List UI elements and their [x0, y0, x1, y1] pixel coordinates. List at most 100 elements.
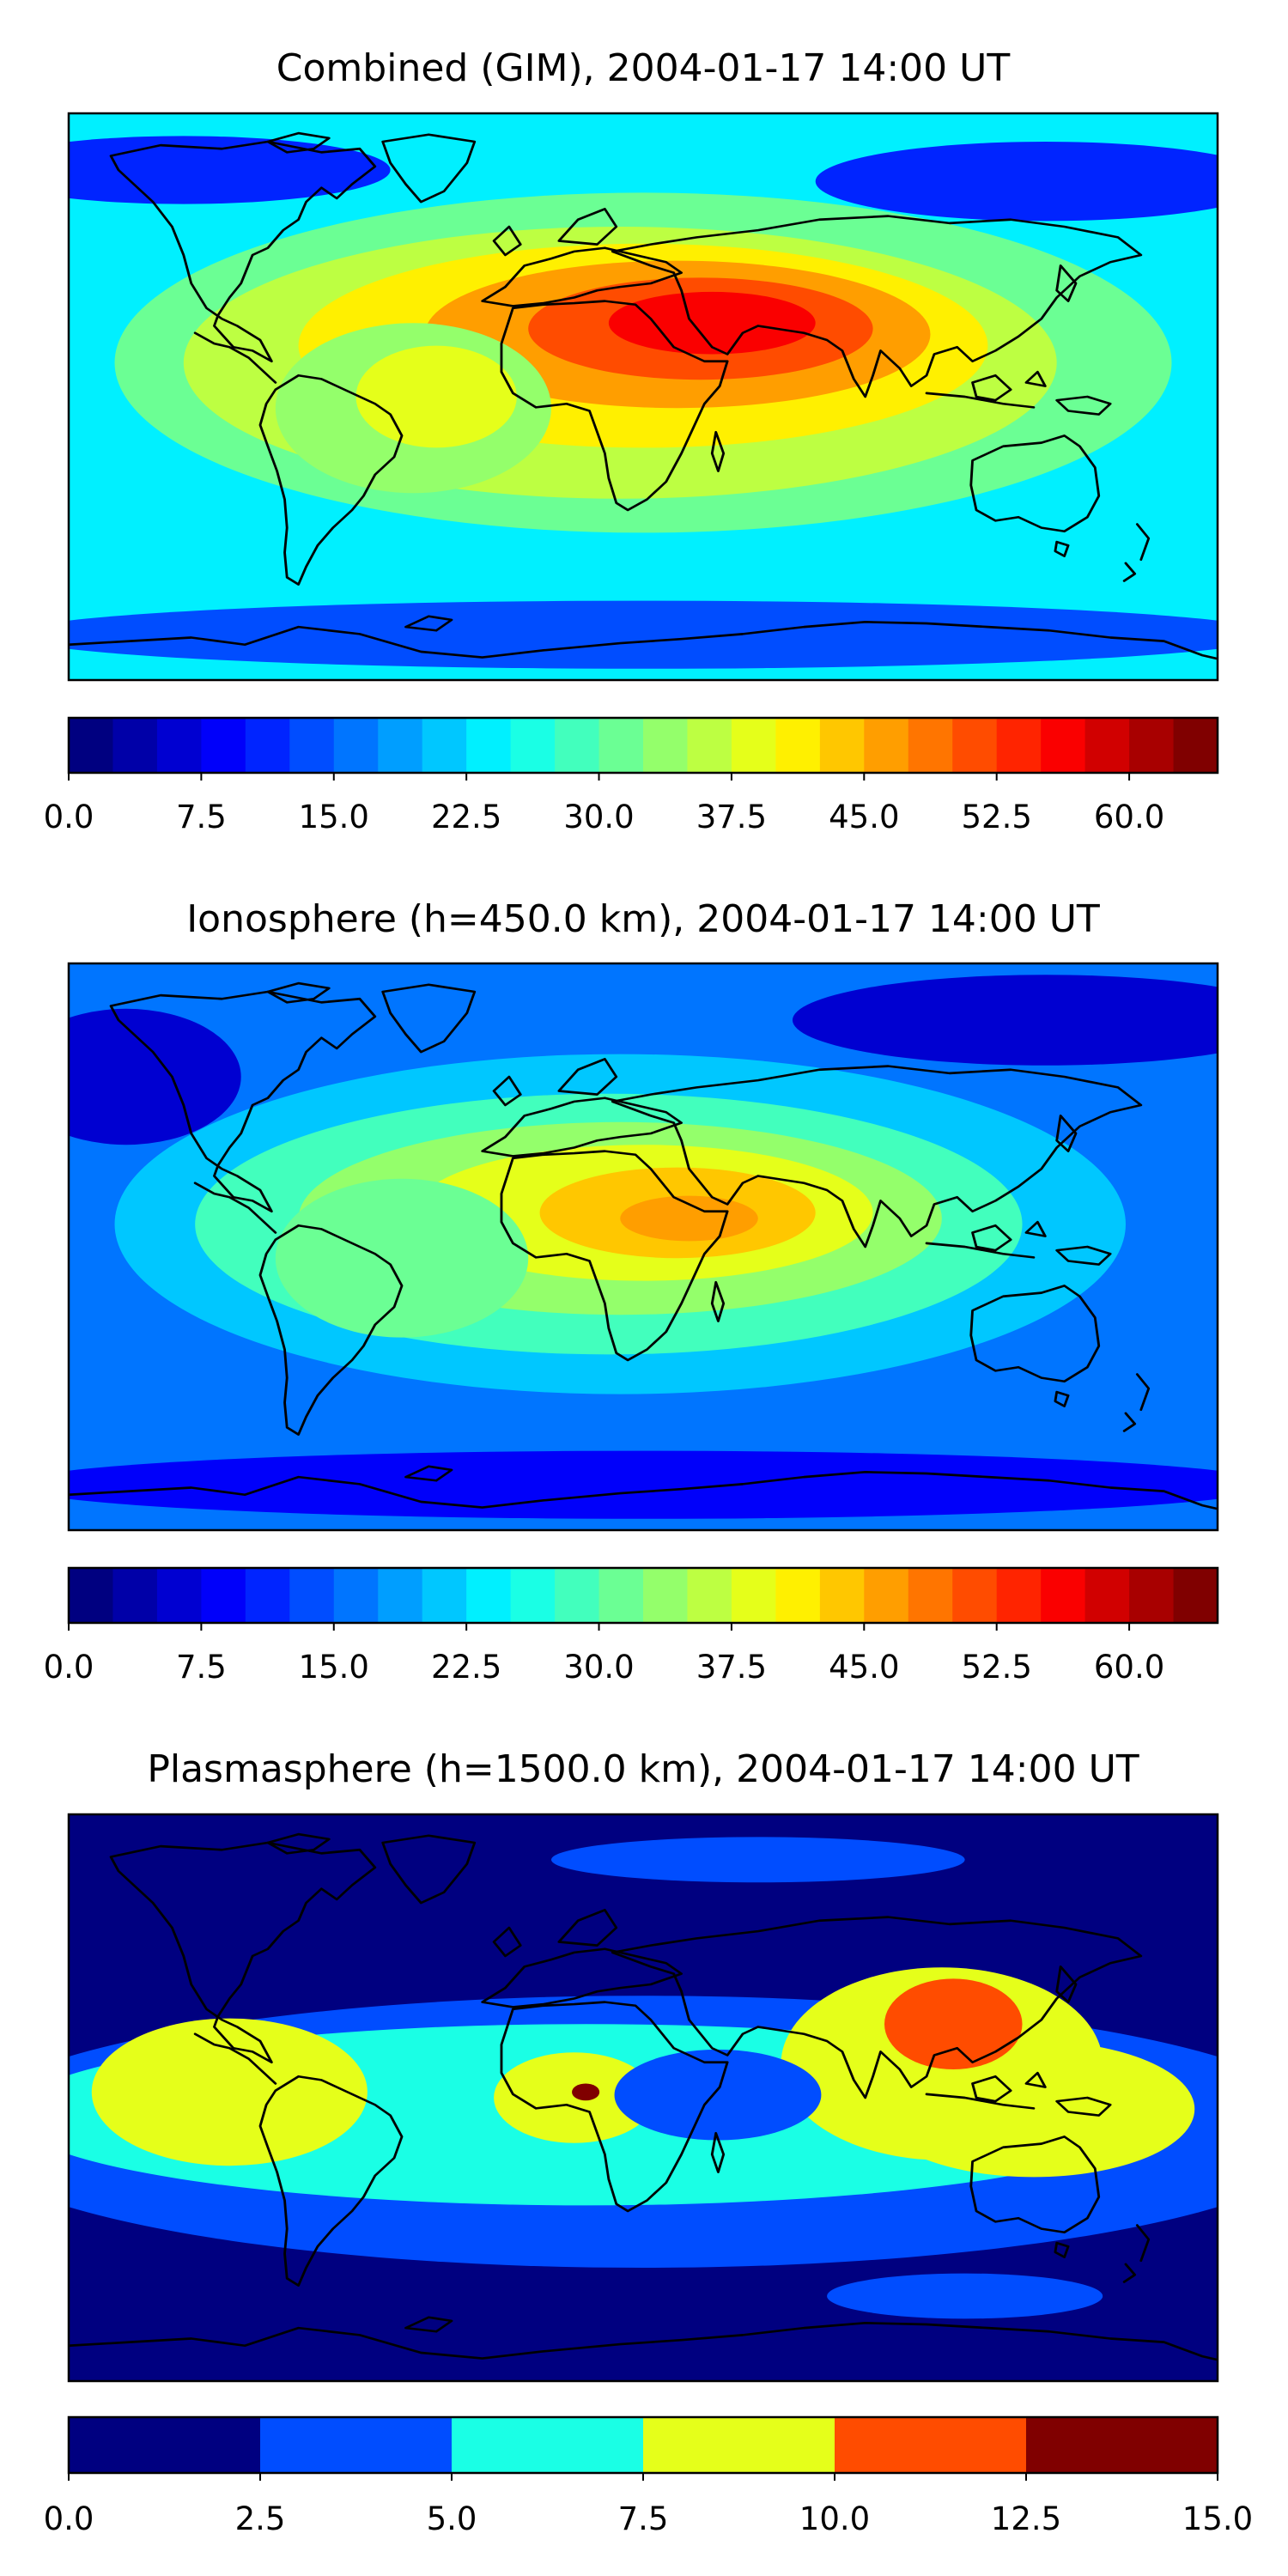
- map-frame: [67, 962, 1219, 1532]
- colorbar-swatch: [289, 1568, 335, 1623]
- contour-band: [550, 1837, 965, 1883]
- colorbar-swatch: [687, 718, 732, 773]
- colorbar-tick-label: 60.0: [1094, 799, 1164, 835]
- colorbar-frame: [67, 716, 1219, 775]
- contour-band: [572, 2083, 600, 2101]
- colorbar-tick-label: 60.0: [1094, 1649, 1164, 1686]
- colorbar-swatch: [112, 1568, 158, 1623]
- panel-3: Plasmasphere (h=1500.0 km), 2004-01-17 1…: [44, 1747, 1254, 2537]
- colorbar-tick-label: 37.5: [696, 799, 767, 835]
- colorbar-swatch: [775, 718, 821, 773]
- colorbar-swatch: [245, 718, 290, 773]
- colorbar-swatch: [643, 1568, 689, 1623]
- colorbar-swatch: [510, 1568, 556, 1623]
- colorbar-swatch: [1041, 718, 1086, 773]
- colorbar-swatch: [643, 718, 689, 773]
- colorbar-swatch: [864, 1568, 909, 1623]
- colorbar-swatch: [378, 1568, 423, 1623]
- contour-band: [793, 975, 1218, 1066]
- colorbar-tick-label: 45.0: [829, 799, 899, 835]
- colorbar-frame: [67, 1566, 1219, 1625]
- map-field: [69, 963, 1218, 1530]
- colorbar-swatch: [1084, 718, 1130, 773]
- colorbar-tick-label: 5.0: [427, 2500, 477, 2537]
- contour-band: [91, 2018, 368, 2166]
- panel-title: Combined (GIM), 2004-01-17 14:00 UT: [276, 46, 1011, 90]
- colorbar-swatch: [598, 718, 644, 773]
- colorbar-swatch: [643, 2417, 835, 2473]
- colorbar-swatch: [555, 1568, 600, 1623]
- colorbar-tick-label: 15.0: [299, 1649, 369, 1686]
- colorbar-tick-label: 0.0: [44, 2500, 94, 2537]
- colorbar-swatch: [1026, 2417, 1218, 2473]
- colorbar-swatch: [510, 718, 556, 773]
- contour-band: [69, 600, 1218, 669]
- colorbar-swatch: [245, 1568, 290, 1623]
- colorbar-swatch: [1173, 718, 1218, 773]
- colorbar-swatch: [996, 1568, 1042, 1623]
- colorbar-swatch: [69, 1568, 114, 1623]
- colorbar-swatch: [1041, 1568, 1086, 1623]
- colorbar-swatch: [835, 2417, 1027, 2473]
- colorbar-swatch: [1084, 1568, 1130, 1623]
- colorbar-swatch: [1173, 1568, 1218, 1623]
- colorbar-swatch: [775, 1568, 821, 1623]
- colorbar-swatch: [69, 718, 114, 773]
- colorbar-swatch: [422, 1568, 467, 1623]
- colorbar-swatch: [819, 718, 865, 773]
- colorbar-tick-label: 52.5: [961, 1649, 1031, 1686]
- colorbar-swatch: [422, 718, 467, 773]
- colorbar-swatch: [333, 718, 379, 773]
- colorbar-tick-label: 10.0: [799, 2500, 870, 2537]
- contour-band: [815, 142, 1218, 222]
- contour-band: [614, 2049, 822, 2141]
- colorbar-swatch: [289, 718, 335, 773]
- contour-band: [884, 1978, 1023, 2069]
- contour-band: [608, 291, 816, 355]
- map-frame: [67, 112, 1219, 682]
- contour-band: [69, 1008, 241, 1145]
- colorbar-tick-label: 15.0: [1182, 2500, 1253, 2537]
- colorbar-swatch: [864, 718, 909, 773]
- colorbar-tick-label: 37.5: [696, 1649, 767, 1686]
- colorbar-tick-label: 7.5: [618, 2500, 669, 2537]
- colorbar-swatch: [555, 718, 600, 773]
- colorbar-tick-label: 30.0: [563, 1649, 634, 1686]
- colorbar-swatch: [908, 718, 953, 773]
- contour-band: [827, 2273, 1103, 2319]
- colorbar-tick-label: 22.5: [431, 799, 501, 835]
- colorbar-tick-label: 0.0: [44, 799, 94, 835]
- colorbar-tick-label: 15.0: [299, 799, 369, 835]
- colorbar-tick-label: 7.5: [176, 1649, 227, 1686]
- colorbar-tick-label: 30.0: [563, 799, 634, 835]
- colorbar-swatch: [333, 1568, 379, 1623]
- colorbar: 0.0 2.5 5.0 7.5 10.0 12.5 15.0: [44, 2415, 1253, 2537]
- panel-title: Plasmasphere (h=1500.0 km), 2004-01-17 1…: [147, 1747, 1139, 1791]
- contour-band: [275, 1178, 529, 1338]
- colorbar-swatch: [201, 718, 246, 773]
- colorbar-tick-label: 52.5: [961, 799, 1031, 835]
- colorbar-tick-label: 7.5: [176, 799, 227, 835]
- contour-band: [355, 345, 517, 448]
- contour-band: [620, 1195, 758, 1242]
- colorbar-swatch: [952, 1568, 998, 1623]
- colorbar-swatch: [731, 718, 776, 773]
- colorbar-swatch: [908, 1568, 953, 1623]
- colorbar-tick-label: 22.5: [431, 1649, 501, 1686]
- map-field: [69, 1814, 1218, 2381]
- colorbar-swatch: [598, 1568, 644, 1623]
- map-field: [69, 113, 1218, 680]
- colorbar: 0.0 7.5 15.0 22.5 30.0 37.5 45.0 52.5 60.0: [44, 716, 1219, 835]
- colorbar-swatch: [156, 1568, 202, 1623]
- contour-band: [69, 136, 391, 204]
- colorbar-swatch: [69, 2417, 261, 2473]
- map-frame: [67, 1813, 1219, 2383]
- colorbar-tick-label: 2.5: [235, 2500, 286, 2537]
- colorbar-swatch: [156, 718, 202, 773]
- colorbar-swatch: [466, 718, 512, 773]
- contour-band: [69, 1450, 1218, 1519]
- colorbar: 0.0 7.5 15.0 22.5 30.0 37.5 45.0 52.5 60.0: [44, 1566, 1219, 1686]
- colorbar-swatch: [996, 718, 1042, 773]
- colorbar-swatch: [952, 718, 998, 773]
